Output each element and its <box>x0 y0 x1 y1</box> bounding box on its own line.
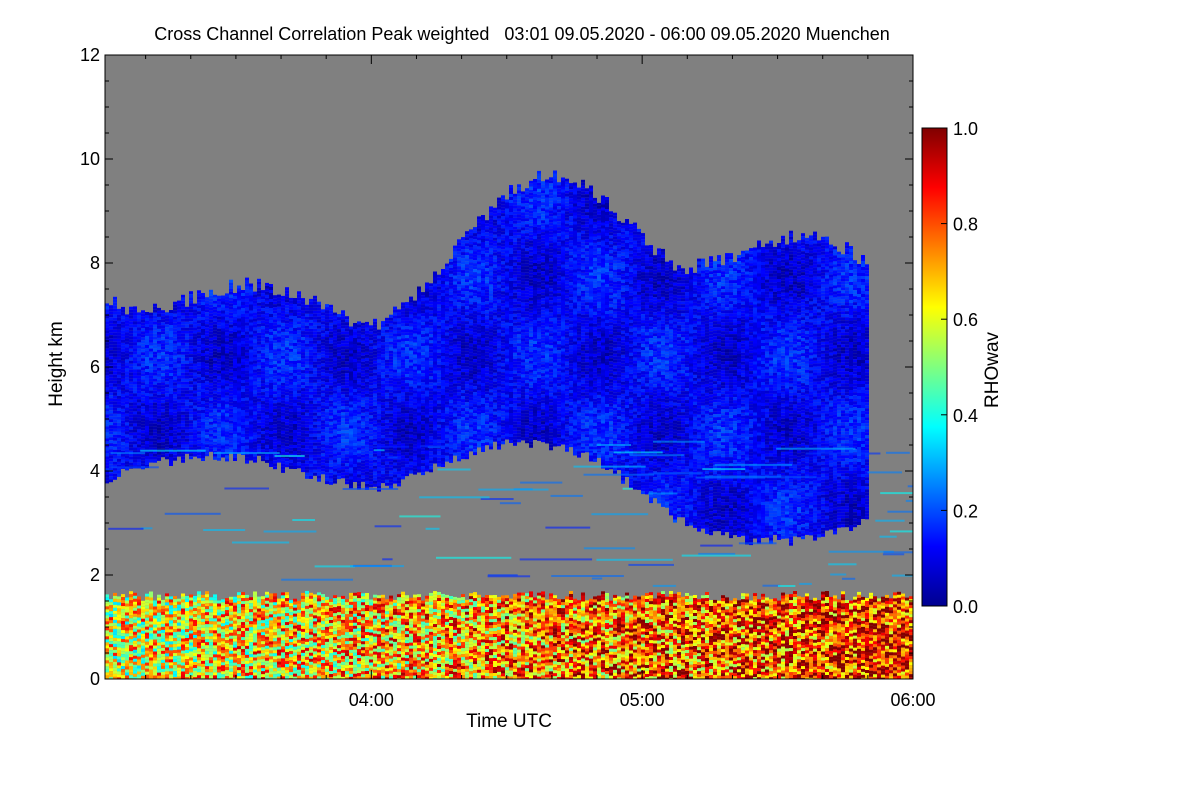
y-tick-label: 6 <box>90 357 100 377</box>
heatmap-layer <box>105 170 913 679</box>
x-axis-label: Time UTC <box>466 711 552 732</box>
colorbar-tick-label: 0.0 <box>953 597 978 617</box>
colorbar-ticks: 0.0 0.2 0.4 0.6 0.8 1.0 <box>941 119 978 617</box>
colorbar-tick-label: 0.2 <box>953 501 978 521</box>
y-tick-label: 8 <box>90 253 100 273</box>
colorbar-tick-label: 1.0 <box>953 119 978 139</box>
x-tick-label: 05:00 <box>620 690 665 710</box>
y-axis: 0 2 4 6 8 10 12 <box>80 45 913 689</box>
x-tick-label: 06:00 <box>890 690 935 710</box>
x-axis: 04:00 05:00 06:00 <box>145 55 936 710</box>
y-tick-label: 12 <box>80 45 100 65</box>
y-tick-label: 4 <box>90 461 100 481</box>
x-tick-label: 04:00 <box>349 690 394 710</box>
y-tick-label: 10 <box>80 149 100 169</box>
colorbar-tick-label: 0.8 <box>953 215 978 235</box>
colorbar-label: RHOwav <box>982 331 1003 408</box>
colorbar-tick-label: 0.6 <box>953 310 978 330</box>
colorbar <box>921 127 948 607</box>
noise-streaks <box>108 440 913 587</box>
chart-title: Cross Channel Correlation Peak weighted … <box>154 24 890 44</box>
heat-region <box>105 170 869 546</box>
heat-region <box>105 590 913 679</box>
y-axis-label: Height km <box>46 321 67 407</box>
y-tick-label: 2 <box>90 565 100 585</box>
colorbar-tick-label: 0.4 <box>953 406 978 426</box>
y-tick-label: 0 <box>90 669 100 689</box>
